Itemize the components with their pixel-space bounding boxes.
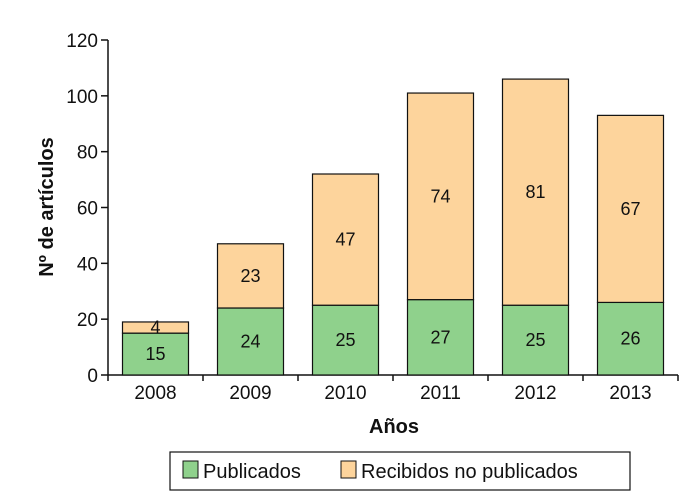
bar-segment	[596, 301, 665, 376]
legend-label-publicados: Publicados	[203, 461, 301, 483]
legend-box	[169, 451, 631, 491]
x-tick-label: 2013	[609, 383, 651, 404]
bar-value-label: 25	[335, 330, 355, 350]
bar-segment	[121, 332, 190, 376]
bar-segment	[406, 92, 475, 301]
bars: 15 4 24 23 25 47 27 74 25 81 26 67	[121, 78, 665, 376]
bar-segment	[311, 173, 380, 306]
bar-segment	[311, 304, 380, 376]
bar-segment	[501, 78, 570, 306]
bar-value-label: 47	[335, 230, 355, 250]
bar-value-label: 24	[240, 332, 260, 352]
y-tick-label: 60	[77, 199, 98, 220]
x-tick-label: 2009	[229, 383, 271, 404]
y-tick-label: 40	[77, 254, 98, 275]
bar-value-label: 15	[145, 344, 165, 364]
y-tick-label: 100	[66, 87, 98, 108]
y-tick-label: 20	[77, 310, 98, 331]
legend-swatch-publicados	[182, 460, 199, 479]
bar-value-label: 74	[430, 186, 450, 206]
bar-segment	[216, 243, 285, 309]
bar-segment	[121, 321, 190, 334]
y-axis-title: Nº de artículos	[36, 137, 58, 277]
y-axis: 0 20 40 60 80 100 120	[66, 31, 109, 387]
bar-value-label: 27	[430, 327, 450, 347]
y-tick-label: 0	[87, 366, 98, 387]
bar-segment	[216, 307, 285, 376]
bar-segment	[596, 114, 665, 304]
legend: Publicados Recibidos no publicados	[169, 451, 631, 491]
bar-segment	[501, 304, 570, 376]
bar-value-label: 81	[525, 182, 545, 202]
x-tick-label: 2012	[514, 383, 556, 404]
bar-value-label: 25	[525, 330, 545, 350]
legend-swatch-recibidos	[340, 460, 357, 479]
bar-segment	[406, 299, 475, 376]
y-tick-label: 120	[66, 31, 98, 52]
y-tick-label: 80	[77, 143, 98, 164]
bar-value-label: 67	[620, 199, 640, 219]
bar-value-label: 26	[620, 329, 640, 349]
legend-label-recibidos: Recibidos no publicados	[361, 461, 578, 483]
bar-value-label: 23	[240, 266, 260, 286]
x-axis-title: Años	[369, 416, 419, 438]
x-tick-label: 2011	[420, 383, 461, 404]
x-tick-label: 2008	[134, 383, 176, 404]
bar-value-label: 4	[150, 318, 160, 338]
x-axis: 2008 2009 2010 2011 2012 2013	[107, 374, 679, 404]
x-tick-label: 2010	[324, 383, 366, 404]
